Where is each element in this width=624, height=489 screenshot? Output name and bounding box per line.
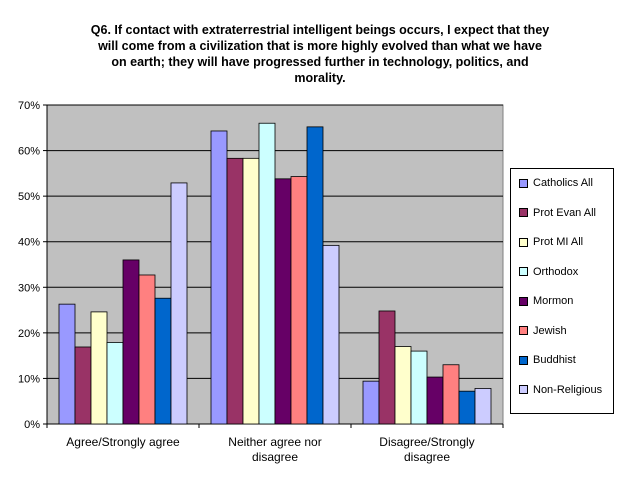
- legend-label: Prot MI All: [533, 236, 584, 248]
- legend-item: Buddhist: [519, 353, 576, 367]
- legend-item: Catholics All: [519, 176, 593, 190]
- y-tick-label: 20%: [18, 328, 40, 340]
- bar: [138, 274, 156, 425]
- bar: [362, 380, 380, 425]
- chart-title-line: Q6. If contact with extraterrestrial int…: [90, 23, 550, 37]
- bars: [58, 122, 492, 425]
- bar: [426, 376, 444, 425]
- x-category-label: Neither agree nor: [228, 435, 321, 449]
- legend-swatch: [519, 385, 528, 394]
- bar: [378, 310, 396, 425]
- bar: [58, 303, 76, 425]
- x-category-label: disagree: [404, 450, 450, 464]
- y-tick-label: 50%: [18, 191, 40, 203]
- bar: [290, 176, 308, 425]
- legend-swatch: [519, 208, 528, 217]
- legend-label: Orthodox: [533, 265, 579, 278]
- y-tick-label: 40%: [18, 237, 40, 249]
- legend-swatch: [519, 178, 528, 188]
- bar: [410, 350, 428, 425]
- x-category-label: Agree/Strongly agree: [66, 435, 180, 449]
- legend-swatch: [519, 267, 528, 276]
- x-category-label: Disagree/Strongly: [379, 435, 474, 449]
- legend-swatch: [519, 355, 528, 365]
- legend-label: Catholics All: [533, 177, 593, 189]
- chart-title-line: morality.: [294, 71, 346, 85]
- bar: [322, 244, 340, 425]
- legend-swatch: [519, 326, 528, 335]
- legend-item: Mormon: [519, 294, 573, 308]
- legend-label: Prot Evan All: [533, 206, 596, 219]
- legend-swatch: [519, 296, 528, 306]
- bar: [154, 297, 172, 425]
- bar: [274, 178, 292, 425]
- legend-item: Jewish: [519, 324, 567, 338]
- x-category-label: disagree: [252, 450, 298, 464]
- bar: [258, 122, 276, 425]
- bar: [242, 157, 260, 425]
- y-tick-label: 0%: [24, 419, 40, 431]
- axis-labels: 0% 10% 20% 30% 40% 50% 60% 70% Agree/Strongly ag…: [18, 100, 475, 464]
- bar: [306, 126, 324, 425]
- legend-item: Orthodox: [519, 265, 578, 279]
- legend-label: Mormon: [533, 295, 574, 307]
- bar: [122, 259, 140, 425]
- chart-title: Q6. If contact with extraterrestrial int…: [60, 22, 580, 86]
- bar: [210, 130, 228, 425]
- bar: [106, 342, 124, 425]
- bar: [74, 346, 92, 425]
- legend: Catholics All Prot Evan All Prot MI All Ort…: [510, 168, 614, 414]
- y-tick-label: 70%: [18, 100, 40, 112]
- legend-label: Buddhist: [533, 354, 576, 366]
- legend-label: Jewish: [533, 324, 567, 337]
- bar: [90, 311, 108, 425]
- bar: [474, 388, 492, 425]
- legend-swatch: [519, 237, 528, 247]
- bar: [442, 364, 460, 425]
- y-tick-label: 60%: [18, 146, 40, 158]
- legend-item: Prot Evan All: [519, 206, 596, 220]
- legend-label: Non-Religious: [533, 383, 603, 396]
- chart-title-line: on earth; they will have progressed furt…: [111, 55, 529, 69]
- legend-item: Prot MI All: [519, 235, 583, 249]
- bar: [394, 346, 412, 425]
- y-tick-label: 30%: [18, 282, 40, 294]
- bar: [170, 182, 188, 425]
- y-tick-label: 10%: [18, 373, 40, 385]
- chart-title-line: will come from a civilization that is mo…: [98, 39, 542, 53]
- bar: [226, 157, 244, 425]
- bar: [458, 390, 476, 425]
- legend-item: Non-Religious: [519, 383, 602, 397]
